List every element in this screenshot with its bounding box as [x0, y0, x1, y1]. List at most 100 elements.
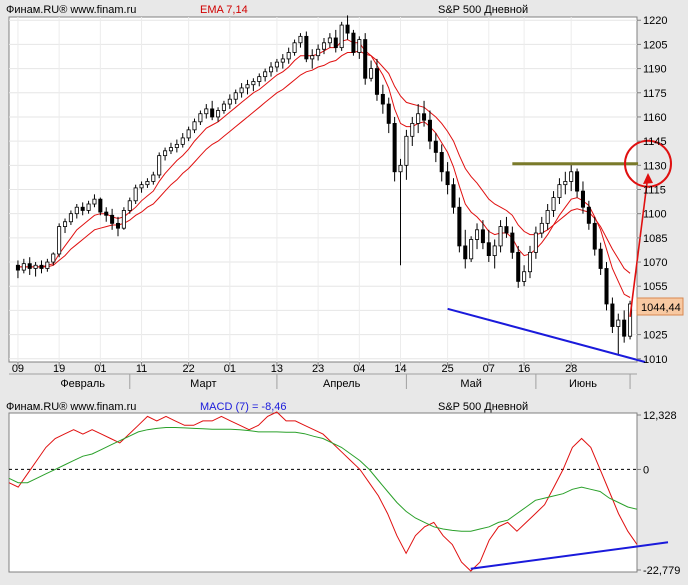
candle-body: [586, 206, 591, 224]
candle-body: [68, 213, 73, 223]
candle-body: [192, 121, 197, 131]
candle-body: [374, 68, 379, 95]
candle-body: [104, 211, 109, 216]
candle-body: [86, 203, 91, 211]
candle-body: [286, 52, 291, 60]
candle-body: [569, 171, 574, 182]
candle-body: [557, 184, 562, 198]
candle-body: [369, 68, 374, 79]
candle-body: [522, 271, 527, 282]
candle-body: [151, 174, 156, 182]
candle-body: [480, 229, 485, 244]
candle-body: [392, 123, 397, 173]
y-tick-label: 1145: [643, 136, 667, 148]
candle-body: [510, 232, 515, 253]
candle-body: [427, 119, 432, 142]
macd-signal-line: [8, 427, 638, 532]
candle-body: [345, 24, 350, 34]
candle-body: [457, 206, 462, 247]
candle-body: [39, 264, 44, 269]
candle-body: [316, 48, 321, 57]
candle-body: [628, 303, 633, 337]
candle-body: [410, 123, 415, 137]
x-tick-label: 23: [312, 363, 324, 375]
candle-body: [380, 93, 385, 105]
support-trend-line: [447, 307, 646, 363]
month-label: Июнь: [569, 378, 597, 390]
x-tick-label: 13: [271, 363, 283, 375]
candle-body: [204, 108, 209, 115]
candle-body: [269, 66, 274, 73]
macd-header-source: Финам.RU® www.finam.ru: [6, 401, 136, 413]
macd-line: [8, 411, 638, 572]
candle-body: [333, 37, 338, 49]
candle-body: [357, 39, 362, 53]
month-label: Март: [190, 378, 216, 390]
candle-body: [416, 113, 421, 124]
candle-body: [551, 197, 556, 211]
y-tick-label: 1220: [643, 15, 667, 27]
candle-body: [463, 245, 468, 260]
candle-body: [280, 58, 285, 63]
target-arrow-line: [629, 174, 649, 317]
candle-body: [121, 210, 126, 229]
candle-body: [486, 242, 491, 256]
candle-body: [115, 222, 121, 229]
y-tick-label: 1100: [643, 209, 667, 221]
x-tick-label: 07: [483, 363, 495, 375]
target-arrow-head: [643, 172, 653, 184]
macd-trend-line: [470, 541, 669, 570]
candle-body: [475, 229, 480, 240]
candle-body: [527, 251, 533, 273]
x-tick-label: 11: [136, 363, 147, 375]
candle-body: [227, 98, 232, 105]
candle-body: [133, 187, 138, 202]
candle-body: [139, 184, 144, 189]
x-tick-label: 16: [518, 363, 530, 375]
candle-body: [451, 184, 456, 208]
candle-body: [98, 198, 103, 213]
candle-body: [580, 190, 585, 208]
candle-body: [15, 264, 20, 271]
y-tick-label: 1115: [643, 185, 666, 197]
candle-body: [498, 226, 503, 247]
macd-y-tick-label: 12,328: [643, 410, 677, 422]
price-axis: 1010102510401055107010851100111511301145…: [637, 15, 667, 366]
candle-body: [45, 261, 50, 269]
candle-body: [304, 35, 309, 60]
macd-plot-area: [8, 412, 638, 573]
macd-y-tick-label: 0: [643, 464, 649, 476]
candle-body: [363, 39, 368, 79]
y-tick-label: 1025: [643, 330, 667, 342]
candle-body: [274, 61, 279, 68]
candle-body: [404, 135, 409, 166]
y-tick-label: 1130: [643, 160, 667, 172]
candle-body: [33, 264, 38, 269]
candle-body: [74, 206, 79, 215]
candle-body: [545, 210, 550, 224]
month-label: Февраль: [60, 378, 105, 390]
candle-body: [321, 42, 327, 50]
candle-body: [27, 263, 32, 269]
candle-body: [157, 155, 162, 176]
y-tick-label: 1175: [643, 88, 667, 100]
candle-body: [180, 137, 185, 145]
candle-body: [263, 71, 268, 78]
candle-body: [351, 32, 356, 53]
candle-body: [127, 200, 132, 211]
candle-body: [398, 164, 403, 173]
x-tick-label: 04: [353, 363, 365, 375]
y-tick-label: 1070: [643, 257, 667, 269]
x-tick-label: 25: [441, 363, 453, 375]
candle-body: [327, 37, 332, 44]
candle-body: [63, 221, 68, 227]
x-tick-label: 14: [394, 363, 406, 375]
last-price-box: [636, 297, 684, 316]
candle-body: [469, 239, 474, 260]
candle-body: [257, 76, 262, 82]
x-tick-label: 22: [183, 363, 195, 375]
candle-body: [445, 171, 450, 186]
candle-body: [186, 129, 191, 139]
candle-body: [492, 245, 497, 256]
y-tick-label: 1190: [643, 64, 667, 76]
